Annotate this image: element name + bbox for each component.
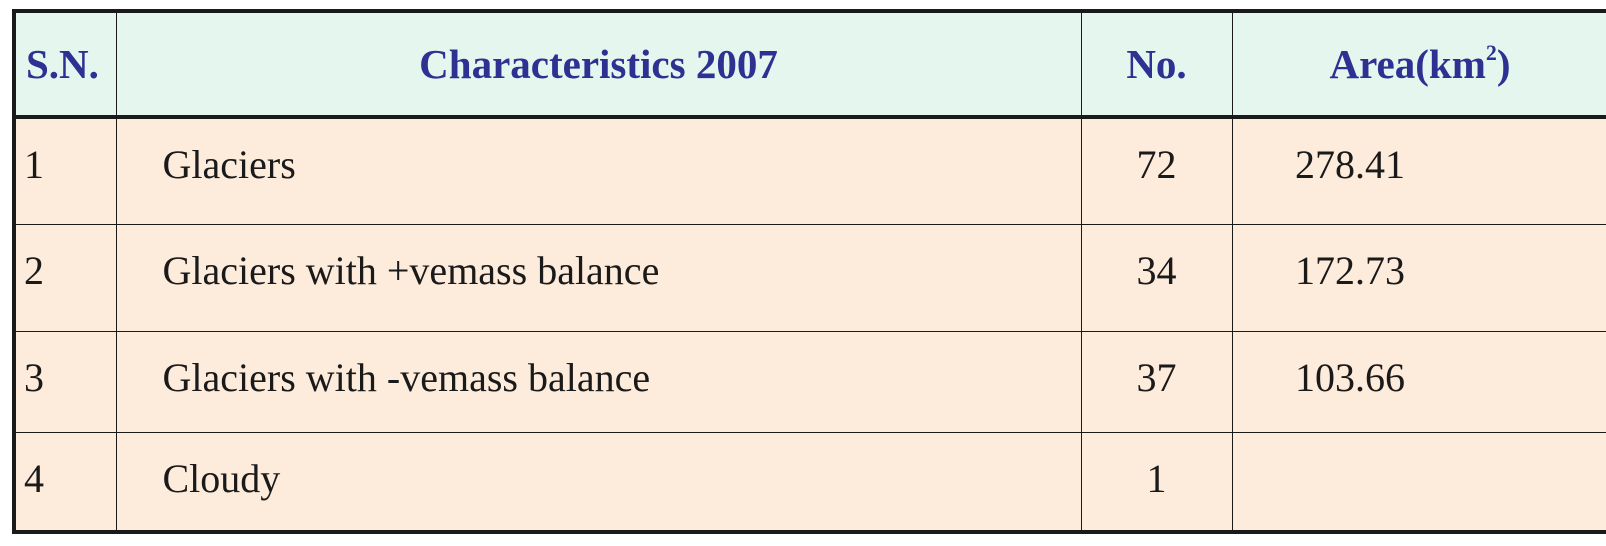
table-row: 1 Glaciers 72 278.41	[13, 116, 1606, 225]
cell-characteristics: Glaciers	[115, 116, 1082, 225]
cell-characteristics: Glaciers with +vemass balance	[115, 224, 1082, 332]
cell-characteristics: Glaciers with -vemass balance	[115, 331, 1082, 433]
header-area-superscript: 2	[1485, 40, 1497, 65]
header-area: Area(km2)	[1231, 10, 1606, 118]
table-row: 4 Cloudy 1	[13, 432, 1606, 533]
cell-sn: 2	[13, 224, 117, 332]
table-row: 2 Glaciers with +vemass balance 34 172.7…	[13, 224, 1606, 332]
header-characteristics: Characteristics 2007	[115, 10, 1082, 118]
table-body: 1 Glaciers 72 278.41 2 Glaciers with +ve…	[13, 116, 1606, 533]
cell-no: 34	[1080, 224, 1233, 332]
cell-area: 103.66	[1231, 331, 1606, 433]
glacier-characteristics-table: S.N. Characteristics 2007 No. Area(km2) …	[12, 9, 1606, 534]
cell-area	[1231, 432, 1606, 533]
table-header: S.N. Characteristics 2007 No. Area(km2)	[13, 10, 1606, 118]
cell-area: 278.41	[1231, 116, 1606, 225]
header-no: No.	[1080, 10, 1233, 118]
cell-no: 1	[1080, 432, 1233, 533]
table-row: 3 Glaciers with -vemass balance 37 103.6…	[13, 331, 1606, 433]
cell-area: 172.73	[1231, 224, 1606, 332]
header-sn: S.N.	[13, 10, 117, 118]
header-area-suffix: )	[1496, 41, 1511, 87]
cell-sn: 1	[13, 116, 117, 225]
cell-no: 37	[1080, 331, 1233, 433]
cell-no: 72	[1080, 116, 1233, 225]
glacier-characteristics-table-wrapper: S.N. Characteristics 2007 No. Area(km2) …	[12, 9, 1606, 534]
header-area-prefix: Area(km	[1329, 41, 1486, 87]
cell-sn: 4	[13, 432, 117, 533]
cell-sn: 3	[13, 331, 117, 433]
cell-characteristics: Cloudy	[115, 432, 1082, 533]
header-row: S.N. Characteristics 2007 No. Area(km2)	[13, 10, 1606, 118]
